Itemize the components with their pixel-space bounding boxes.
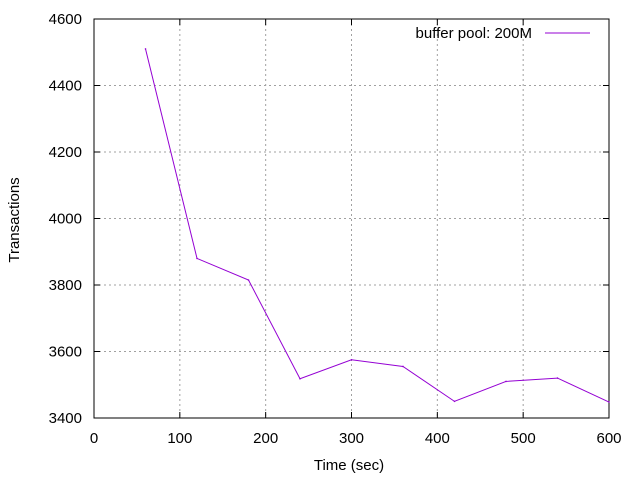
y-axis-title: Transactions <box>6 177 23 262</box>
x-axis-title: Time (sec) <box>314 457 384 474</box>
data-point <box>196 257 198 260</box>
data-point <box>505 380 507 383</box>
y-tick-label: 4600 <box>49 11 82 28</box>
y-tick-label: 3600 <box>49 344 82 361</box>
y-tick-label: 4000 <box>49 211 82 228</box>
data-point <box>402 365 404 368</box>
x-tick-label: 500 <box>511 430 536 447</box>
data-point <box>453 400 456 403</box>
data-point <box>299 377 301 380</box>
data-point <box>608 401 610 403</box>
x-tick-label: 100 <box>167 430 192 447</box>
legend: buffer pool: 200M <box>416 25 590 42</box>
plot-frame <box>93 18 610 419</box>
x-tick-label: 600 <box>596 430 621 447</box>
data-point <box>144 48 147 50</box>
series-line-0 <box>145 48 610 403</box>
x-tick-label: 200 <box>253 430 278 447</box>
y-tick-label: 3800 <box>49 277 82 294</box>
series-layer <box>144 48 610 403</box>
y-tick-label: 4200 <box>49 144 82 161</box>
x-tick-label: 0 <box>90 430 98 447</box>
y-tick-label: 3400 <box>49 410 82 427</box>
legend-label-series-0: buffer pool: 200M <box>416 25 532 42</box>
x-tick-label: 300 <box>339 430 364 447</box>
x-tick-label: 400 <box>425 430 450 447</box>
grid-lines <box>94 19 609 418</box>
data-point <box>350 359 353 361</box>
y-tick-label: 4400 <box>49 78 82 95</box>
data-point <box>247 279 250 281</box>
axis-ticks: 0 100 200 300 400 500 600 3400 3600 3800 4000 4200 4… <box>49 11 622 447</box>
data-point <box>556 377 559 379</box>
